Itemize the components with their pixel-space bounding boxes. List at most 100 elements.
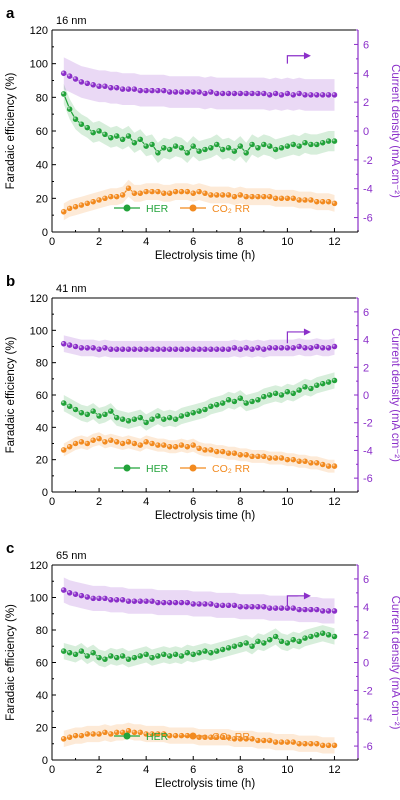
data-point <box>113 414 120 421</box>
data-point <box>295 90 303 97</box>
data-point <box>84 593 91 601</box>
data-point-highlight <box>91 130 94 133</box>
data-point-highlight <box>102 439 106 443</box>
data-point <box>207 346 215 353</box>
data-point <box>60 340 67 347</box>
data-point-highlight <box>250 91 253 94</box>
data-point <box>213 448 220 455</box>
data-point <box>201 734 209 741</box>
data-point <box>101 411 109 418</box>
data-point <box>278 391 285 399</box>
data-point <box>231 147 238 155</box>
data-point <box>119 191 126 199</box>
data-point-highlight <box>179 443 182 446</box>
data-point <box>172 732 179 739</box>
data-point-highlight <box>320 743 323 746</box>
data-point <box>195 147 203 155</box>
data-point-highlight <box>267 456 270 459</box>
data-point-highlight <box>232 644 235 647</box>
data-point <box>195 188 203 195</box>
data-point-highlight <box>67 444 70 447</box>
data-point <box>325 631 332 639</box>
x-tick-label: 4 <box>143 496 149 508</box>
data-point <box>254 193 262 200</box>
y-right-tick-label: 6 <box>363 39 369 51</box>
data-point-highlight <box>303 741 306 744</box>
data-point-highlight <box>114 194 117 197</box>
data-point-highlight <box>267 606 270 609</box>
y-left-tick-label: 80 <box>36 358 48 370</box>
data-point <box>301 91 309 99</box>
data-point <box>307 740 315 747</box>
panel-letter: a <box>6 5 15 22</box>
data-point-highlight <box>297 91 300 94</box>
data-point <box>301 634 309 642</box>
data-point <box>72 203 79 210</box>
data-point-highlight <box>261 142 265 145</box>
data-point-highlight <box>185 189 188 192</box>
data-point <box>272 195 279 202</box>
data-point <box>125 132 132 140</box>
data-point <box>242 149 250 157</box>
data-point-highlight <box>332 378 335 381</box>
data-point <box>207 191 215 199</box>
legend-her-label: HER <box>146 463 169 475</box>
data-point-highlight <box>285 144 288 147</box>
data-point <box>184 649 191 656</box>
data-point <box>260 346 268 353</box>
data-point <box>101 438 109 446</box>
data-point-highlight <box>91 732 94 735</box>
data-point-highlight <box>226 603 229 606</box>
data-point-highlight <box>61 588 64 591</box>
y-right-tick-label: 0 <box>363 390 369 402</box>
data-point-highlight <box>114 439 117 443</box>
data-point <box>207 88 215 96</box>
data-point-highlight <box>250 142 253 145</box>
data-point <box>213 401 220 408</box>
data-point-highlight <box>197 446 200 449</box>
data-point-highlight <box>255 145 259 149</box>
data-point <box>166 190 173 197</box>
arrow-head <box>303 52 311 60</box>
x-tick-label: 12 <box>328 764 340 776</box>
data-point <box>89 81 97 89</box>
data-point-highlight <box>332 634 335 637</box>
data-point-highlight <box>203 347 206 350</box>
data-point <box>78 201 85 209</box>
data-point <box>260 603 268 610</box>
data-point-highlight <box>132 655 135 658</box>
data-point-highlight <box>167 600 170 603</box>
data-point-highlight <box>67 590 70 594</box>
data-point-highlight <box>244 604 247 607</box>
data-point <box>207 144 215 152</box>
data-point <box>166 599 173 606</box>
data-point <box>272 90 279 97</box>
data-point <box>60 586 67 594</box>
data-point <box>131 440 138 447</box>
data-point <box>231 602 238 609</box>
data-point <box>131 598 138 605</box>
data-point-highlight <box>273 147 276 150</box>
data-point-highlight <box>179 654 182 657</box>
data-point <box>166 443 173 450</box>
data-point <box>137 136 144 143</box>
data-point-highlight <box>326 345 329 349</box>
data-point <box>278 638 285 645</box>
data-point-highlight <box>126 418 129 422</box>
data-point-highlight <box>91 596 94 599</box>
data-point <box>131 85 138 93</box>
data-point <box>113 193 120 200</box>
series-current-density <box>60 577 338 624</box>
data-point-highlight <box>108 654 112 657</box>
data-point <box>313 343 321 350</box>
data-point-highlight <box>332 608 335 612</box>
data-point <box>78 409 85 416</box>
data-point <box>225 396 232 404</box>
data-point <box>295 386 303 394</box>
data-point <box>154 188 162 195</box>
y-left-tick-label: 100 <box>30 59 48 71</box>
data-point-highlight <box>220 192 223 196</box>
data-point <box>260 639 268 647</box>
data-point-highlight <box>108 597 112 601</box>
data-point-highlight <box>161 652 165 655</box>
